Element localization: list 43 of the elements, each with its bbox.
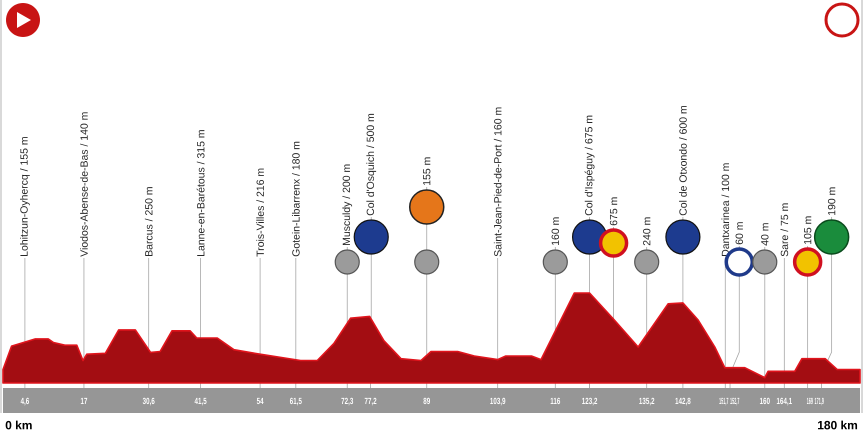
ref-line-label: Col de Otxondo / 600 m — [679, 106, 687, 216]
text: 180 km — [818, 420, 858, 430]
x-tick-label: 169 — [806, 398, 813, 404]
ref-line-label: 675 m — [610, 197, 618, 226]
x-tick-label: 151,7 — [719, 398, 728, 406]
ref-line-label: Barcus / 250 m — [144, 187, 153, 256]
x-tick-label: 30,6 — [142, 398, 155, 406]
x-tick-label: 4,6 — [20, 398, 30, 406]
ref-line-label: 60 m — [736, 222, 743, 244]
ref-line-label: Lanne-en-Barétous / 315 m — [196, 130, 204, 256]
x-tick-label: 116 — [550, 398, 560, 404]
ref-line-label: 240 m — [643, 217, 650, 246]
ref-line-label: Sare / 75 m — [780, 203, 788, 256]
ref-line-label: Col d'Osquich / 500 m — [366, 114, 376, 216]
ref-line-label: 40 m — [761, 223, 768, 246]
x-tick-label: 41,5 — [194, 398, 207, 406]
x-tick-label: 17 — [80, 398, 88, 404]
ref-line-label: Viodos-Abense-de-Bas / 140 m — [80, 112, 88, 257]
ref-line-label: Trois-Villes / 216 m — [256, 168, 264, 257]
ref-line-label: 155 m — [423, 157, 430, 185]
x-tick-label: 135,2 — [639, 398, 654, 406]
ref-line-label: 190 m — [828, 187, 836, 215]
x-tick-label: 103,9 — [490, 398, 506, 406]
x-tick-label: 54 — [256, 398, 264, 404]
text: 0 km — [6, 420, 32, 430]
x-tick-label: 123,2 — [582, 398, 598, 406]
x-tick-label: 152,7 — [730, 398, 740, 406]
ref-line-label: 160 m — [552, 217, 560, 245]
ref-line-label: Col d'Ispéguy / 675 m — [584, 116, 595, 216]
x-tick-label: 160 — [760, 398, 770, 404]
x-tick-label: 171,9 — [814, 398, 824, 406]
x-tick-label: 142,8 — [675, 398, 691, 406]
x-tick-label: 77,2 — [364, 398, 376, 406]
ref-line-label: 105 m — [804, 216, 812, 244]
ref-line-label: Gotein-Libarrenx / 180 m — [292, 142, 300, 256]
ref-line-label: Musculdy / 200 m — [342, 164, 352, 245]
ref-line-label: Saint-Jean-Pied-de-Port / 160 m — [494, 108, 502, 256]
ref-line-label: Dantxarinea / 100 m — [721, 163, 730, 256]
x-tick-label: 61,5 — [290, 398, 302, 406]
x-tick-label: 89 — [423, 398, 430, 404]
ref-line-label: Lohitzun-Oyhercq / 155 m — [20, 137, 30, 256]
x-tick-label: 72,3 — [341, 398, 354, 406]
x-tick-label: 164,1 — [776, 398, 792, 406]
